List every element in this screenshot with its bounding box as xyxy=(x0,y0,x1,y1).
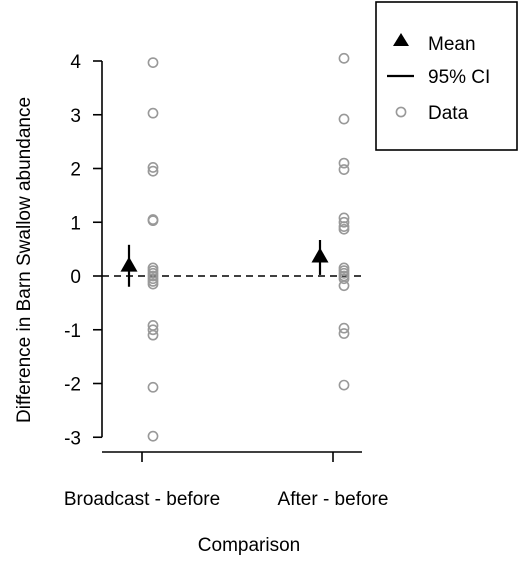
legend-label-ci: 95% CI xyxy=(428,67,490,88)
data-point xyxy=(147,162,159,173)
data-point xyxy=(147,324,159,336)
y-ticks: -3 -2 -1 0 1 2 3 4 xyxy=(64,52,102,449)
data-point xyxy=(338,223,350,235)
data-point xyxy=(147,215,159,227)
data-point xyxy=(147,57,159,69)
legend-mean-triangle-icon xyxy=(393,33,409,46)
data-point xyxy=(147,165,159,177)
y-tick-label: -1 xyxy=(64,321,81,342)
y-tick-label: -3 xyxy=(64,428,81,449)
data-point xyxy=(338,328,350,339)
data-point xyxy=(338,113,350,125)
x-ticks: Broadcast - before After - before xyxy=(64,452,389,510)
data-point xyxy=(338,216,350,228)
y-axis-title: Difference in Barn Swallow abundance xyxy=(14,97,35,423)
y-tick-label: 2 xyxy=(70,160,81,181)
y-tick-label: 3 xyxy=(70,106,81,127)
y-tick-label: 0 xyxy=(70,267,81,288)
legend-label-mean: Mean xyxy=(428,34,476,55)
data-point xyxy=(147,278,159,290)
data-point xyxy=(147,430,159,442)
data-point xyxy=(338,164,350,175)
legend-data-circle-icon xyxy=(395,106,407,118)
data-point xyxy=(338,322,350,334)
data-point xyxy=(338,280,350,292)
data-point xyxy=(147,107,159,119)
data-point xyxy=(147,381,159,393)
data-points xyxy=(147,52,350,442)
axes: -3 -2 -1 0 1 2 3 4 Broadcast - before After - be… xyxy=(64,52,389,510)
y-tick-label: -2 xyxy=(64,375,81,396)
x-tick-label: After - before xyxy=(278,489,389,510)
data-point xyxy=(147,329,159,341)
mean-marker xyxy=(120,256,138,272)
data-point xyxy=(338,379,350,391)
y-tick-label: 1 xyxy=(70,213,81,234)
data-point xyxy=(338,52,350,64)
x-axis-title: Comparison xyxy=(198,535,300,556)
data-point xyxy=(338,273,350,285)
mean-marker xyxy=(311,247,329,263)
x-tick-label: Broadcast - before xyxy=(64,489,220,510)
legend-label-data: Data xyxy=(428,103,469,124)
data-point xyxy=(338,157,350,169)
y-tick-label: 4 xyxy=(70,52,81,73)
legend: Mean 95% CI Data xyxy=(375,1,518,151)
mean-markers xyxy=(120,247,329,272)
